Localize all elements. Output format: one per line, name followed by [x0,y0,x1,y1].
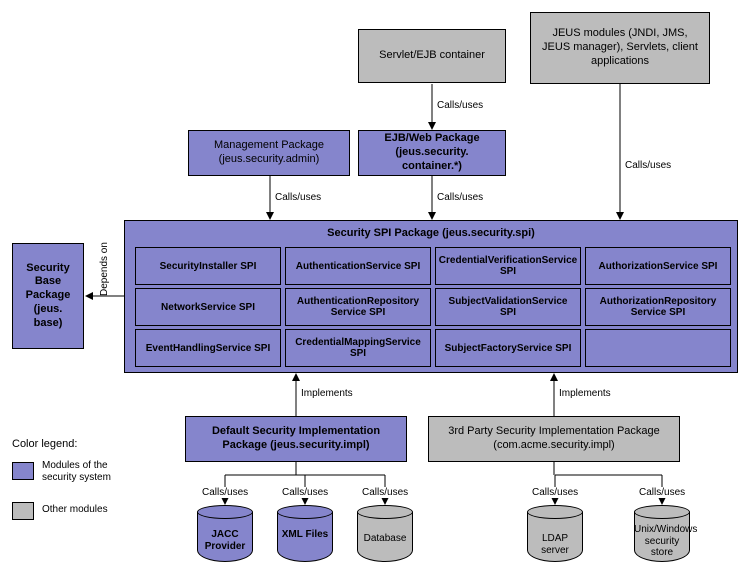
spi-cell: AuthorizationRepository Service SPI [585,288,731,326]
spi-title: Security SPI Package (jeus.security.spi) [125,227,737,239]
edge-label: Calls/uses [281,487,329,498]
edge-label: Calls/uses [436,192,484,203]
spi-cell: EventHandlingService SPI [135,329,281,367]
node-label: Servlet/EJB container [379,49,485,63]
edge-label: Calls/uses [531,487,579,498]
edge-label: Calls/uses [624,160,672,171]
node-servlet-container: Servlet/EJB container [358,29,506,83]
cylinder-ldap: LDAP server [527,505,583,562]
spi-cell [585,329,731,367]
node-ejb-web-package: EJB/Web Package (jeus.security. containe… [358,130,506,176]
cylinder-xml: XML Files [277,505,333,562]
legend-swatch-grey [12,502,34,520]
legend-text: Other modules [42,504,132,516]
edge-label: Calls/uses [201,487,249,498]
cylinder-label: LDAP server [527,533,583,556]
legend-title: Color legend: [12,438,77,450]
edge-label: Calls/uses [274,192,322,203]
cylinder-label: Database [357,533,413,545]
edge-label: Calls/uses [436,100,484,111]
spi-cell: NetworkService SPI [135,288,281,326]
node-label: Management Package (jeus.security.admin) [195,139,343,167]
edge-label-depends-on: Depends on [99,242,110,296]
node-label: Security Base Package (jeus. base) [19,262,77,331]
node-security-base-package: Security Base Package (jeus. base) [12,243,84,349]
cylinder-label: JACC Provider [197,529,253,552]
spi-cell: CredentialVerificationService SPI [435,247,581,285]
node-label: Default Security Implementation Package … [192,425,400,453]
node-label: JEUS modules (JNDI, JMS, JEUS manager), … [537,27,703,68]
node-management-package: Management Package (jeus.security.admin) [188,130,350,176]
edge-label: Implements [300,388,354,399]
node-thirdparty-impl: 3rd Party Security Implementation Packag… [428,416,680,462]
node-label: 3rd Party Security Implementation Packag… [435,425,673,453]
cylinder-label: XML Files [277,529,333,541]
cylinder-win: Unix/Windows security store [634,505,690,562]
spi-cell: SubjectFactoryService SPI [435,329,581,367]
edge-label: Implements [558,388,612,399]
spi-cell: AuthenticationRepository Service SPI [285,288,431,326]
spi-cell: SubjectValidationService SPI [435,288,581,326]
spi-cell: CredentialMappingService SPI [285,329,431,367]
edge-label: Calls/uses [361,487,409,498]
cylinder-db: Database [357,505,413,562]
spi-cell: AuthorizationService SPI [585,247,731,285]
spi-cell: SecurityInstaller SPI [135,247,281,285]
legend-swatch-purple [12,462,34,480]
node-spi-package: Security SPI Package (jeus.security.spi)… [124,220,738,373]
cylinder-jacc: JACC Provider [197,505,253,562]
node-jeus-modules: JEUS modules (JNDI, JMS, JEUS manager), … [530,12,710,84]
edge-label: Calls/uses [638,487,686,498]
node-label: EJB/Web Package (jeus.security. containe… [365,132,499,173]
spi-cell: AuthenticationService SPI [285,247,431,285]
node-default-impl: Default Security Implementation Package … [185,416,407,462]
legend-text: Modules of the security system [42,460,132,484]
cylinder-label: Unix/Windows security store [634,524,690,559]
